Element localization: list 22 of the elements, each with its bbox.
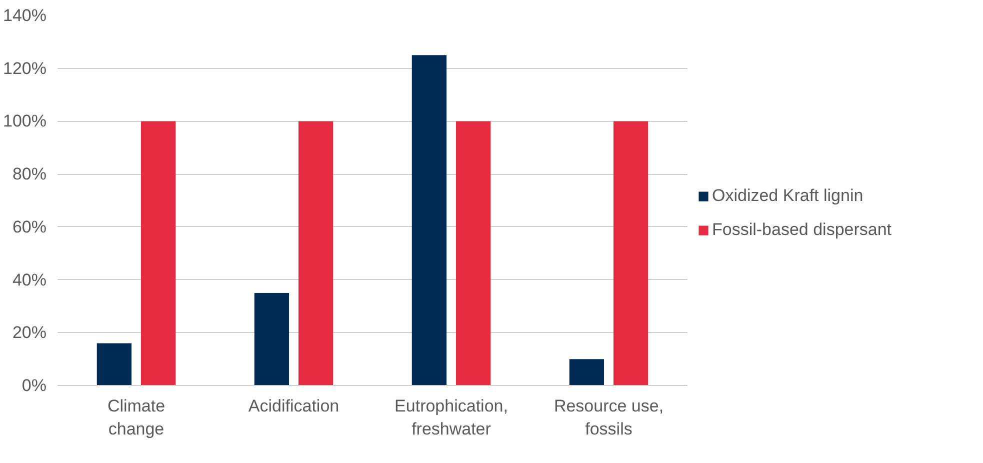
bar (613, 121, 648, 386)
y-tick-label: 40% (12, 270, 47, 290)
bar (298, 121, 334, 386)
y-tick-label: 100% (3, 112, 47, 131)
bar (569, 359, 604, 386)
y-tick-label: 60% (12, 217, 47, 236)
bar (456, 121, 491, 386)
x-tick-label: Resource use, fossils (554, 396, 664, 438)
y-tick-label: 80% (12, 164, 47, 184)
legend-label: Oxidized Kraft lignin (712, 186, 864, 206)
y-tick-label: 120% (3, 58, 47, 78)
bar (96, 343, 132, 386)
bar (140, 121, 176, 386)
x-tick-label: Acidification (248, 396, 340, 416)
bar (254, 293, 290, 386)
x-tick-label: Climate change (107, 396, 166, 438)
y-tick-label: 0% (22, 376, 47, 395)
y-tick-label: 140% (3, 6, 47, 25)
bar (412, 55, 447, 386)
legend-label: Fossil-based dispersant (712, 220, 892, 240)
y-tick-label: 20% (12, 323, 47, 342)
x-tick-label: Eutrophication, freshwater (394, 396, 508, 438)
